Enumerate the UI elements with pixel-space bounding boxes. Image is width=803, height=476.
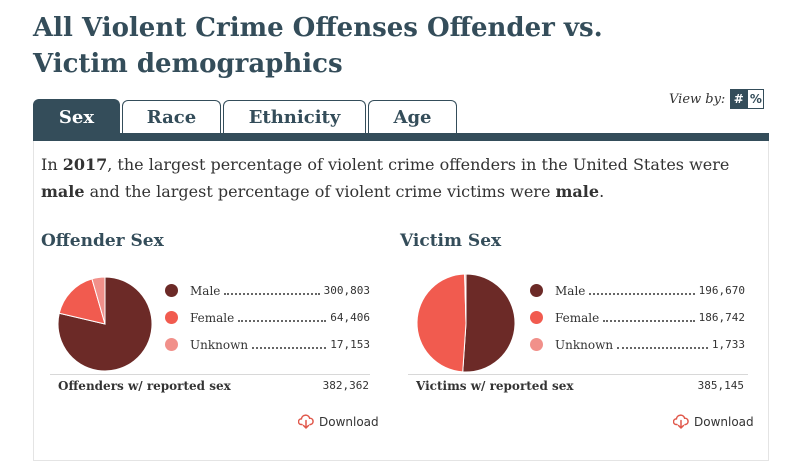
offender-total-value: 382,362 xyxy=(322,379,369,392)
legend-swatch xyxy=(530,311,543,324)
victim-total-label: Victims w/ reported sex xyxy=(416,378,574,393)
legend-swatch xyxy=(530,284,543,297)
legend-value: 64,406 xyxy=(330,311,370,324)
legend-value: 17,153 xyxy=(330,338,370,351)
summary-victim-sex: male xyxy=(555,182,600,201)
legend-label: Unknown xyxy=(190,337,249,352)
pie-slice-female[interactable] xyxy=(58,278,106,325)
download-label: Download xyxy=(319,414,379,429)
legend-value: 1,733 xyxy=(711,338,745,351)
tab-ethnicity[interactable]: Ethnicity xyxy=(223,100,366,134)
legend-swatch xyxy=(165,284,178,297)
legend-leader-dots xyxy=(603,314,695,322)
pie-slice-unknown[interactable] xyxy=(464,273,467,324)
download-label: Download xyxy=(694,414,754,429)
summary-part: and the largest percentage of violent cr… xyxy=(84,182,556,201)
view-by-control: View by: # % xyxy=(669,89,765,109)
demographic-tabs: Sex Race Ethnicity Age xyxy=(33,99,459,134)
legend-leader-dots xyxy=(224,287,320,295)
summary-part: In xyxy=(41,155,63,174)
view-by-count-button[interactable]: # xyxy=(730,89,748,109)
legend-swatch xyxy=(165,338,178,351)
view-by-label: View by: xyxy=(669,91,726,107)
view-by-percent-button[interactable]: % xyxy=(747,89,765,109)
victim-download-button[interactable]: Download xyxy=(673,414,754,429)
legend-value: 186,742 xyxy=(698,311,745,324)
tab-age[interactable]: Age xyxy=(368,100,457,134)
legend-value: 196,670 xyxy=(698,284,745,297)
offender-total-row: Offenders w/ reported sex 382,362 xyxy=(50,374,370,396)
offender-total-label: Offenders w/ reported sex xyxy=(58,378,231,393)
legend-item-female: Female 64,406 xyxy=(165,304,370,331)
offender-sex-pie-chart xyxy=(57,276,153,372)
legend-leader-dots xyxy=(617,341,708,349)
page-title: All Violent Crime Offenses Offender vs. … xyxy=(33,13,603,79)
legend-swatch xyxy=(530,338,543,351)
legend-leader-dots xyxy=(252,341,327,349)
offender-chart-title: Offender Sex xyxy=(41,231,164,251)
summary-year: 2017 xyxy=(62,155,108,174)
legend-value: 300,803 xyxy=(323,284,370,297)
legend-label: Male xyxy=(555,283,586,298)
legend-item-female: Female 186,742 xyxy=(530,304,745,331)
summary-text: In 2017, the largest percentage of viole… xyxy=(41,151,761,205)
legend-label: Female xyxy=(190,310,235,325)
legend-item-unknown: Unknown 17,153 xyxy=(165,331,370,358)
legend-swatch xyxy=(165,311,178,324)
summary-part: , the largest percentage of violent crim… xyxy=(107,155,730,174)
pie-slice-male[interactable] xyxy=(462,273,516,373)
tab-race[interactable]: Race xyxy=(122,100,221,134)
tab-sex[interactable]: Sex xyxy=(33,99,120,134)
victim-chart-title: Victim Sex xyxy=(400,231,502,251)
legend-leader-dots xyxy=(238,314,327,322)
pie-slice-unknown[interactable] xyxy=(91,276,106,325)
victim-total-value: 385,145 xyxy=(697,379,744,392)
legend-label: Female xyxy=(555,310,600,325)
legend-label: Unknown xyxy=(555,337,614,352)
legend-label: Male xyxy=(190,283,221,298)
legend-item-unknown: Unknown 1,733 xyxy=(530,331,745,358)
legend-item-male: Male 300,803 xyxy=(165,277,370,304)
offender-download-button[interactable]: Download xyxy=(298,414,379,429)
pie-slice-female[interactable] xyxy=(416,273,467,373)
victim-legend: Male 196,670 Female 186,742 Unknown 1,733 xyxy=(530,277,745,358)
cloud-download-icon xyxy=(673,414,689,429)
summary-part: . xyxy=(599,182,605,201)
content-panel xyxy=(33,141,769,461)
victim-total-row: Victims w/ reported sex 385,145 xyxy=(408,374,748,396)
legend-leader-dots xyxy=(589,287,695,295)
summary-offender-sex: male xyxy=(41,182,85,201)
cloud-download-icon xyxy=(298,414,314,429)
legend-item-male: Male 196,670 xyxy=(530,277,745,304)
offender-legend: Male 300,803 Female 64,406 Unknown 17,153 xyxy=(165,277,370,358)
tab-underline-bar xyxy=(33,133,769,141)
victim-sex-pie-chart xyxy=(416,273,516,373)
